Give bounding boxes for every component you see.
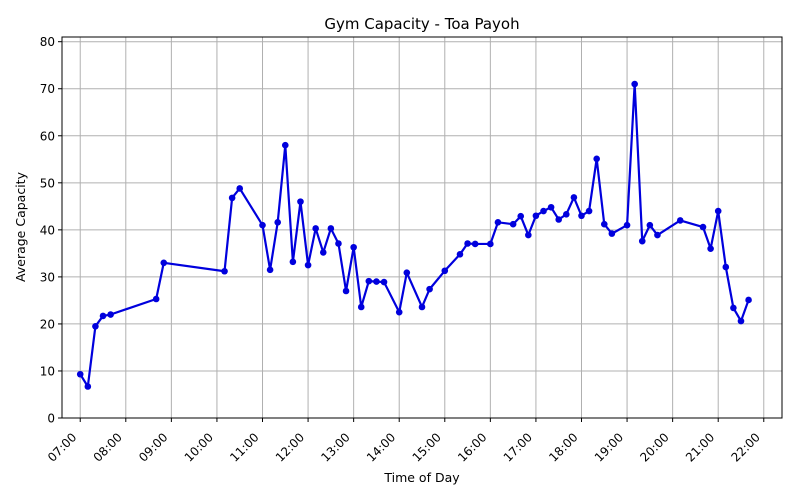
data-point xyxy=(350,243,357,251)
data-point xyxy=(471,240,479,248)
y-tick-label: 40 xyxy=(40,223,55,237)
data-point xyxy=(487,240,494,248)
y-tick-label: 50 xyxy=(40,176,55,190)
data-point xyxy=(76,370,84,378)
data-point xyxy=(676,217,684,224)
data-point xyxy=(494,219,502,226)
data-point xyxy=(373,278,380,285)
data-point xyxy=(555,216,563,223)
y-tick-label: 0 xyxy=(47,412,55,426)
data-point xyxy=(532,212,540,220)
data-point xyxy=(84,383,92,390)
data-point xyxy=(570,194,578,201)
data-point xyxy=(638,237,646,245)
data-point xyxy=(319,249,327,256)
data-point xyxy=(236,185,244,192)
data-point xyxy=(646,221,654,229)
data-point xyxy=(92,322,99,330)
data-point xyxy=(517,212,525,220)
data-point xyxy=(745,296,752,304)
data-point xyxy=(418,303,426,311)
data-point xyxy=(274,219,282,226)
data-point xyxy=(623,221,631,229)
data-point xyxy=(365,277,373,285)
data-point xyxy=(547,203,555,211)
data-point xyxy=(722,263,730,271)
data-point xyxy=(160,259,168,267)
data-point xyxy=(441,267,449,275)
data-point xyxy=(266,266,274,274)
y-tick-label: 10 xyxy=(40,364,55,378)
data-point xyxy=(312,225,319,232)
y-tick-label: 70 xyxy=(40,82,55,96)
data-point xyxy=(714,207,722,215)
data-point xyxy=(228,194,236,202)
data-point xyxy=(737,317,745,325)
data-point xyxy=(297,198,304,205)
data-point xyxy=(327,225,335,232)
y-tick-label: 60 xyxy=(40,129,55,143)
data-point xyxy=(152,295,160,303)
y-tick-label: 30 xyxy=(40,270,55,284)
data-point xyxy=(259,221,266,229)
data-point xyxy=(707,245,714,252)
data-point xyxy=(730,304,737,312)
data-point xyxy=(426,285,433,293)
data-point xyxy=(563,211,570,218)
plot-frame xyxy=(61,36,783,419)
data-point xyxy=(578,212,585,220)
data-point xyxy=(525,231,532,239)
data-point xyxy=(509,220,517,228)
data-point xyxy=(380,278,388,286)
data-point xyxy=(403,269,411,276)
y-axis-label: Average Capacity xyxy=(13,171,28,282)
data-point xyxy=(456,251,464,258)
data-point xyxy=(357,303,365,311)
data-point xyxy=(335,240,342,247)
data-point xyxy=(289,258,297,266)
data-point xyxy=(654,231,661,239)
data-point xyxy=(585,207,593,215)
data-point xyxy=(631,80,638,88)
y-tick-label: 80 xyxy=(40,35,55,49)
y-tick-label: 20 xyxy=(40,317,55,331)
data-point xyxy=(304,261,312,269)
data-point xyxy=(281,141,289,149)
data-point xyxy=(464,240,471,247)
data-point xyxy=(342,287,350,295)
chart-title: Gym Capacity - Toa Payoh xyxy=(324,15,519,33)
data-point xyxy=(540,207,547,215)
data-point xyxy=(107,311,114,318)
data-point xyxy=(99,312,107,320)
series-line xyxy=(79,82,750,388)
data-point xyxy=(221,267,228,275)
x-axis-label: Time of Day xyxy=(383,470,460,485)
data-point xyxy=(600,220,608,228)
data-series xyxy=(76,80,752,390)
data-point xyxy=(608,230,616,237)
data-point xyxy=(593,155,600,163)
data-point xyxy=(699,223,707,231)
data-point xyxy=(395,308,403,316)
